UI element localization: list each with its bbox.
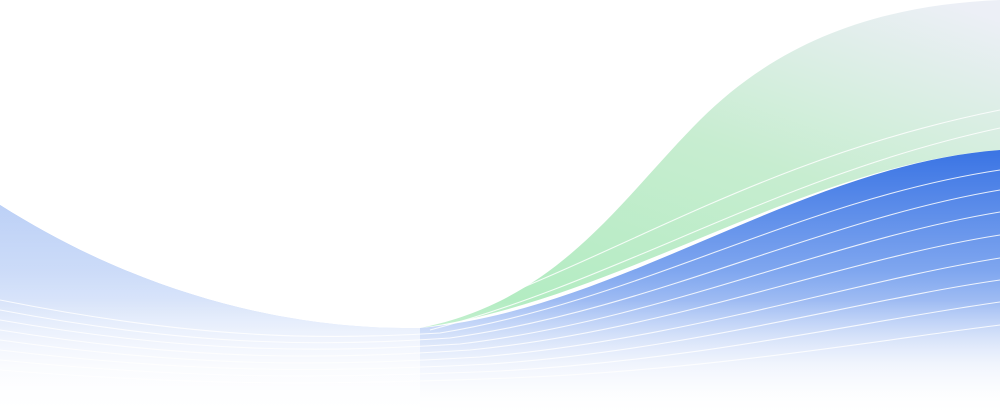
wave-lines [0,109,1000,384]
wave-line [429,127,1000,331]
wave-line [0,257,1000,364]
green-wave [420,0,1000,328]
wave-line [419,109,1000,326]
wave-line [0,169,1000,338]
wave-line [0,324,1000,384]
bottom-fade [0,300,1000,418]
wave-line [0,234,1000,357]
wave-line [0,211,1000,350]
wave-line [0,301,1000,377]
wave-line [0,279,1000,370]
wave-line [0,189,1000,344]
